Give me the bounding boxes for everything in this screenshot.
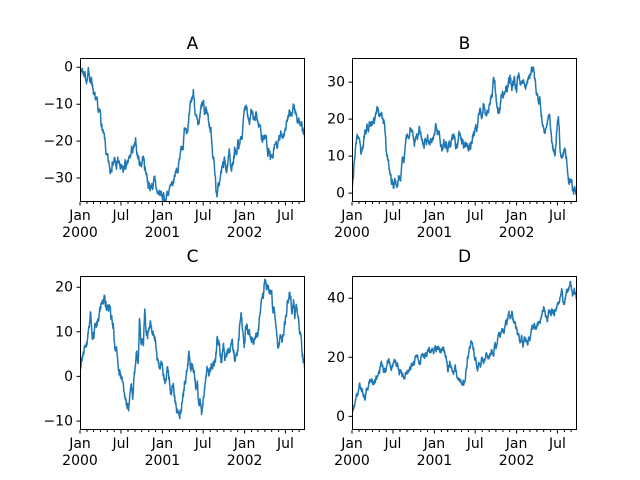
y-tick-label: 10	[327, 149, 345, 165]
x-tick-label: Jul	[112, 208, 130, 224]
x-tick-year-label: 2001	[145, 225, 181, 241]
x-tick-label: Jan	[340, 208, 363, 224]
y-tick-label: 20	[55, 280, 73, 296]
x-tick-label: Jan	[151, 208, 174, 224]
x-tick-label: Jan	[340, 436, 363, 452]
x-tick-year-label: 2002	[499, 225, 535, 241]
x-tick-year-label: 2001	[417, 225, 453, 241]
x-tick-label: Jan	[423, 436, 446, 452]
y-tick-label: 20	[327, 112, 345, 128]
x-tick-label: Jul	[384, 436, 402, 452]
subplot-title: D	[458, 247, 471, 267]
axes-frame	[352, 58, 577, 202]
subplot-title: B	[459, 34, 471, 54]
y-tick-label: 20	[327, 350, 345, 366]
y-tick-label: −10	[43, 414, 73, 430]
x-tick-year-label: 2001	[145, 453, 181, 469]
tick-marks	[76, 66, 300, 206]
x-tick-label: Jan	[68, 436, 91, 452]
y-tick-label: −10	[43, 97, 73, 113]
x-tick-label: Jul	[466, 436, 484, 452]
x-tick-label: Jul	[548, 436, 566, 452]
x-tick-year-label: 2000	[334, 225, 370, 241]
series-line-B	[352, 66, 577, 197]
y-tick-label: 40	[327, 291, 345, 307]
series-line-D	[352, 280, 577, 412]
x-tick-label: Jul	[112, 436, 130, 452]
y-tick-label: 0	[336, 186, 345, 202]
y-tick-label: 30	[327, 75, 345, 91]
axes-frame	[352, 276, 577, 430]
x-tick-label: Jul	[384, 208, 402, 224]
x-tick-year-label: 2000	[62, 453, 98, 469]
y-tick-label: −30	[43, 171, 73, 187]
axes-frame	[80, 58, 305, 202]
x-tick-label: Jan	[505, 208, 528, 224]
series-line-A	[80, 66, 305, 202]
y-tick-label: 10	[55, 324, 73, 340]
x-tick-label: Jul	[194, 208, 212, 224]
x-tick-label: Jan	[68, 208, 91, 224]
x-tick-label: Jul	[276, 436, 294, 452]
x-tick-label: Jan	[233, 208, 256, 224]
subplot-title: C	[187, 247, 199, 267]
tick-marks	[348, 297, 572, 434]
x-tick-label: Jul	[276, 208, 294, 224]
x-tick-label: Jul	[548, 208, 566, 224]
x-tick-year-label: 2001	[417, 453, 453, 469]
x-tick-year-label: 2000	[62, 225, 98, 241]
x-tick-year-label: 2002	[227, 225, 263, 241]
tick-marks	[76, 286, 300, 434]
x-tick-label: Jan	[233, 436, 256, 452]
series-line-C	[80, 278, 305, 420]
x-tick-label: Jul	[466, 208, 484, 224]
subplot-title: A	[187, 34, 199, 54]
y-tick-label: 0	[64, 369, 73, 385]
x-tick-label: Jan	[505, 436, 528, 452]
x-tick-label: Jul	[194, 436, 212, 452]
x-tick-year-label: 2002	[499, 453, 535, 469]
x-tick-label: Jan	[423, 208, 446, 224]
x-tick-year-label: 2000	[334, 453, 370, 469]
x-tick-label: Jan	[151, 436, 174, 452]
x-tick-year-label: 2002	[227, 453, 263, 469]
axes-frame	[80, 276, 305, 430]
y-tick-label: 0	[336, 409, 345, 425]
y-tick-label: −20	[43, 134, 73, 150]
y-tick-label: 0	[64, 60, 73, 76]
tick-marks	[348, 81, 572, 206]
